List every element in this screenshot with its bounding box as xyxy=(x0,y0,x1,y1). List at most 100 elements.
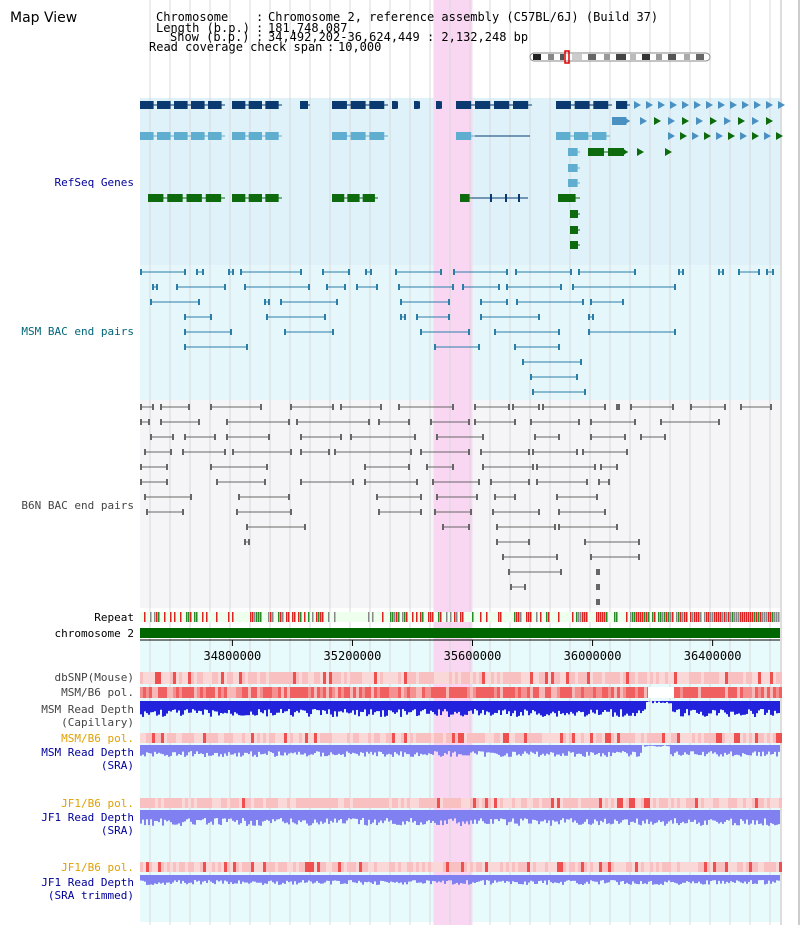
heat-cell xyxy=(695,687,698,698)
track-label-msm-depth-sra[interactable]: MSM Read Depth xyxy=(41,746,134,759)
heat-cell xyxy=(272,798,275,808)
depth-bar xyxy=(774,810,776,826)
heat-cell xyxy=(455,798,458,808)
track-label-msm-bac[interactable]: MSM BAC end pairs xyxy=(21,325,134,338)
track-label-msm-b6-pol-2[interactable]: MSM/B6 pol. xyxy=(61,732,134,745)
pair-end xyxy=(266,464,268,470)
depth-bar xyxy=(646,810,648,820)
depth-bar xyxy=(198,745,200,754)
heat-cell xyxy=(566,798,569,808)
track-label-repeat[interactable]: Repeat xyxy=(94,611,134,624)
repeat-mark xyxy=(206,612,208,622)
heat-cell xyxy=(332,862,335,872)
ideogram-band xyxy=(642,54,650,60)
depth-bar xyxy=(666,810,668,824)
heat-cell xyxy=(347,798,350,808)
depth-bar xyxy=(210,810,212,822)
heat-cell xyxy=(764,672,767,684)
track-label-refseq[interactable]: RefSeq Genes xyxy=(54,176,134,189)
pair-end xyxy=(160,419,162,425)
depth-bar xyxy=(702,875,704,885)
depth-bar xyxy=(526,745,528,754)
msm-bac-pair xyxy=(284,329,334,335)
depth-bar xyxy=(660,701,662,703)
gene-exon xyxy=(494,101,510,109)
heat-cell xyxy=(335,733,338,743)
depth-bar xyxy=(282,701,284,714)
depth-bar xyxy=(158,745,160,753)
depth-bar xyxy=(524,701,526,710)
pair-end xyxy=(554,524,556,530)
depth-bar xyxy=(536,875,538,884)
depth-bar xyxy=(362,745,364,753)
heat-cell xyxy=(692,733,695,743)
depth-bar xyxy=(740,875,742,883)
msm-bac-pair xyxy=(184,344,248,350)
depth-bar xyxy=(716,810,718,822)
heat-cell xyxy=(545,687,548,698)
pair-end xyxy=(416,314,418,320)
track-label-b6n-bac[interactable]: B6N BAC end pairs xyxy=(21,499,134,512)
depth-bar xyxy=(294,810,296,824)
repeat-mark xyxy=(640,612,642,622)
depth-bar xyxy=(404,810,406,825)
depth-bar xyxy=(460,745,462,755)
heat-cell xyxy=(269,672,272,684)
pair-end xyxy=(722,269,724,275)
depth-bar xyxy=(506,875,508,882)
track-label-msm-depth-cap[interactable]: MSM Read Depth xyxy=(41,703,134,716)
b6n-bac-pair xyxy=(140,404,154,410)
depth-bar xyxy=(302,875,304,881)
repeat-mark xyxy=(778,612,780,622)
track-label-jf1-depth-trim[interactable]: JF1 Read Depth xyxy=(41,876,134,889)
pair-end xyxy=(468,419,470,425)
track-label-chromosome[interactable]: chromosome 2 xyxy=(54,627,134,640)
heat-cell xyxy=(716,862,719,872)
heat-cell xyxy=(329,687,332,698)
track-label-jf1-b6-pol-1[interactable]: JF1/B6 pol. xyxy=(61,797,134,810)
gene-exon xyxy=(232,194,246,202)
track-label-jf1-depth-sra[interactable]: JF1 Read Depth xyxy=(41,811,134,824)
repeat-mark xyxy=(726,612,728,622)
heat-cell xyxy=(197,733,200,743)
depth-bar xyxy=(186,701,188,710)
heat-cell xyxy=(290,672,293,684)
heat-cell xyxy=(566,733,569,743)
pair-end xyxy=(214,434,216,440)
track-label-dbsnp[interactable]: dbSNP(Mouse) xyxy=(54,671,134,684)
depth-bar xyxy=(248,810,250,825)
depth-bar xyxy=(240,875,242,884)
heat-cell xyxy=(620,862,623,872)
repeat-mark xyxy=(572,612,574,622)
gene-feature xyxy=(588,148,628,156)
depth-bar xyxy=(232,701,234,716)
repeat-mark xyxy=(750,612,752,622)
depth-bar xyxy=(264,875,266,884)
depth-bar xyxy=(608,875,610,883)
pair-end xyxy=(378,509,380,515)
heat-cell xyxy=(146,798,149,808)
heat-cell xyxy=(632,798,635,808)
heat-cell xyxy=(677,672,680,684)
b6n-bac-pair xyxy=(436,434,484,440)
track-label-jf1-b6-pol-2[interactable]: JF1/B6 pol. xyxy=(61,861,134,874)
heat-cell xyxy=(608,687,611,698)
heat-cell xyxy=(668,798,671,808)
depth-bar xyxy=(394,701,396,714)
pair-end xyxy=(324,314,326,320)
track-label-msm-b6-pol-1[interactable]: MSM/B6 pol. xyxy=(61,686,134,699)
repeat-mark xyxy=(528,612,530,622)
heat-cell xyxy=(467,862,470,872)
depth-bar xyxy=(694,745,696,755)
heat-cell xyxy=(296,672,299,684)
heat-cell xyxy=(497,862,500,872)
depth-bar xyxy=(682,810,684,822)
depth-bar xyxy=(158,701,160,715)
depth-bar xyxy=(438,701,440,710)
gene-feature xyxy=(456,101,532,109)
pair-end xyxy=(238,494,240,500)
gene-arrow xyxy=(646,101,653,109)
heat-cell xyxy=(227,798,230,808)
gene-exon xyxy=(593,101,609,109)
heat-cell xyxy=(170,733,173,743)
